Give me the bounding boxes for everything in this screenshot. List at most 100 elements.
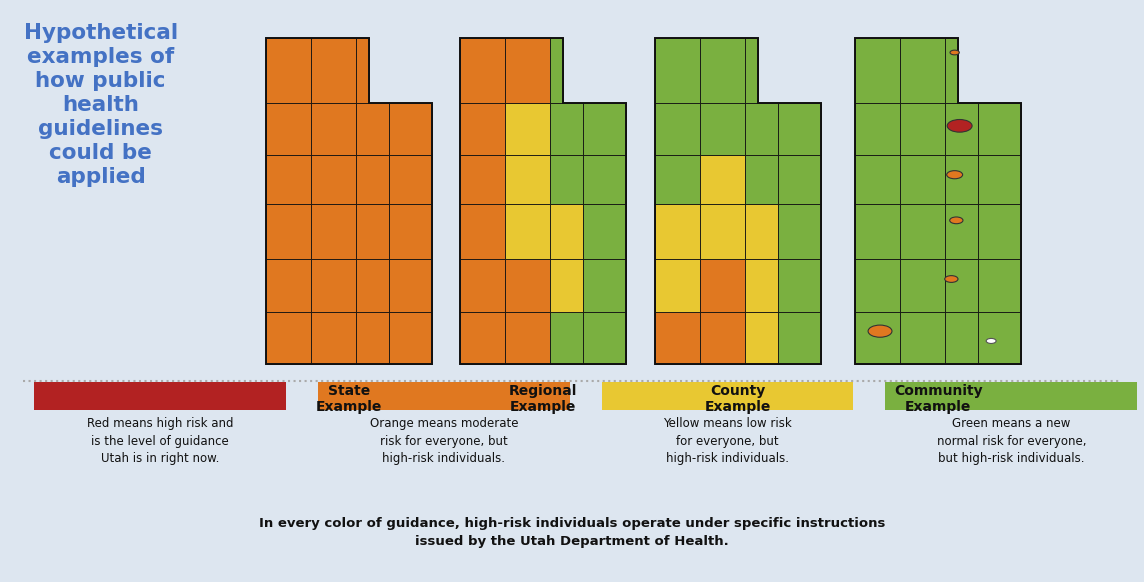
Polygon shape xyxy=(311,38,356,103)
Polygon shape xyxy=(745,103,778,155)
Polygon shape xyxy=(745,204,778,260)
Polygon shape xyxy=(311,155,356,204)
Polygon shape xyxy=(583,155,627,204)
Polygon shape xyxy=(654,103,700,155)
FancyBboxPatch shape xyxy=(885,382,1137,410)
Polygon shape xyxy=(945,155,978,204)
Polygon shape xyxy=(265,311,311,364)
Polygon shape xyxy=(389,103,431,155)
Polygon shape xyxy=(460,204,506,260)
Polygon shape xyxy=(745,260,778,311)
Polygon shape xyxy=(654,204,700,260)
Polygon shape xyxy=(900,155,945,204)
Polygon shape xyxy=(583,103,627,155)
Text: Red means high risk and
is the level of guidance
Utah is in right now.: Red means high risk and is the level of … xyxy=(87,417,233,465)
Polygon shape xyxy=(460,103,506,155)
Polygon shape xyxy=(506,155,550,204)
Polygon shape xyxy=(506,204,550,260)
Polygon shape xyxy=(550,204,583,260)
FancyBboxPatch shape xyxy=(602,382,853,410)
Polygon shape xyxy=(855,260,900,311)
Polygon shape xyxy=(745,38,757,103)
Polygon shape xyxy=(654,311,700,364)
Polygon shape xyxy=(900,38,945,103)
Polygon shape xyxy=(356,311,389,364)
Polygon shape xyxy=(945,103,978,155)
Polygon shape xyxy=(778,204,821,260)
Polygon shape xyxy=(506,103,550,155)
Polygon shape xyxy=(389,260,431,311)
Polygon shape xyxy=(945,311,978,364)
Polygon shape xyxy=(311,260,356,311)
Polygon shape xyxy=(855,204,900,260)
Polygon shape xyxy=(311,311,356,364)
Polygon shape xyxy=(654,38,700,103)
Polygon shape xyxy=(389,155,431,204)
Polygon shape xyxy=(265,260,311,311)
Polygon shape xyxy=(460,155,506,204)
Polygon shape xyxy=(700,311,745,364)
Circle shape xyxy=(950,50,960,55)
Polygon shape xyxy=(550,38,563,103)
Polygon shape xyxy=(506,260,550,311)
Polygon shape xyxy=(506,38,550,103)
Polygon shape xyxy=(356,103,389,155)
Circle shape xyxy=(945,276,958,282)
Polygon shape xyxy=(583,311,627,364)
Polygon shape xyxy=(978,311,1020,364)
Polygon shape xyxy=(550,103,583,155)
Polygon shape xyxy=(778,103,821,155)
Polygon shape xyxy=(700,155,745,204)
Polygon shape xyxy=(654,260,700,311)
Polygon shape xyxy=(311,103,356,155)
Polygon shape xyxy=(389,204,431,260)
Polygon shape xyxy=(745,155,778,204)
Polygon shape xyxy=(778,260,821,311)
Text: In every color of guidance, high-risk individuals operate under specific instruc: In every color of guidance, high-risk in… xyxy=(259,517,885,548)
Polygon shape xyxy=(550,155,583,204)
Text: Community
Example: Community Example xyxy=(893,384,983,414)
Text: Green means a new
normal risk for everyone,
but high-risk individuals.: Green means a new normal risk for everyo… xyxy=(937,417,1086,465)
Polygon shape xyxy=(945,204,978,260)
Polygon shape xyxy=(265,155,311,204)
Polygon shape xyxy=(265,103,311,155)
Polygon shape xyxy=(978,155,1020,204)
Polygon shape xyxy=(978,204,1020,260)
Polygon shape xyxy=(550,311,583,364)
Polygon shape xyxy=(900,103,945,155)
FancyBboxPatch shape xyxy=(318,382,570,410)
Polygon shape xyxy=(389,311,431,364)
Polygon shape xyxy=(700,38,745,103)
Circle shape xyxy=(868,325,892,337)
Polygon shape xyxy=(506,311,550,364)
Text: County
Example: County Example xyxy=(705,384,771,414)
Text: Hypothetical
examples of
how public
health
guidelines
could be
applied: Hypothetical examples of how public heal… xyxy=(24,23,177,187)
Polygon shape xyxy=(855,103,900,155)
Text: Regional
Example: Regional Example xyxy=(509,384,578,414)
Polygon shape xyxy=(460,311,506,364)
Text: Yellow means low risk
for everyone, but
high-risk individuals.: Yellow means low risk for everyone, but … xyxy=(664,417,792,465)
Polygon shape xyxy=(583,260,627,311)
Circle shape xyxy=(950,217,963,223)
Polygon shape xyxy=(745,311,778,364)
Polygon shape xyxy=(978,103,1020,155)
Polygon shape xyxy=(265,38,311,103)
Polygon shape xyxy=(460,260,506,311)
Polygon shape xyxy=(356,155,389,204)
Polygon shape xyxy=(978,260,1020,311)
Circle shape xyxy=(986,338,996,343)
Polygon shape xyxy=(900,204,945,260)
Circle shape xyxy=(947,119,972,132)
FancyBboxPatch shape xyxy=(34,382,286,410)
Polygon shape xyxy=(855,38,900,103)
Polygon shape xyxy=(356,204,389,260)
Circle shape xyxy=(947,171,962,179)
Polygon shape xyxy=(900,260,945,311)
Polygon shape xyxy=(700,103,745,155)
Polygon shape xyxy=(945,38,958,103)
Polygon shape xyxy=(855,155,900,204)
Polygon shape xyxy=(654,155,700,204)
Text: State
Example: State Example xyxy=(316,384,382,414)
Polygon shape xyxy=(356,260,389,311)
Polygon shape xyxy=(945,260,978,311)
